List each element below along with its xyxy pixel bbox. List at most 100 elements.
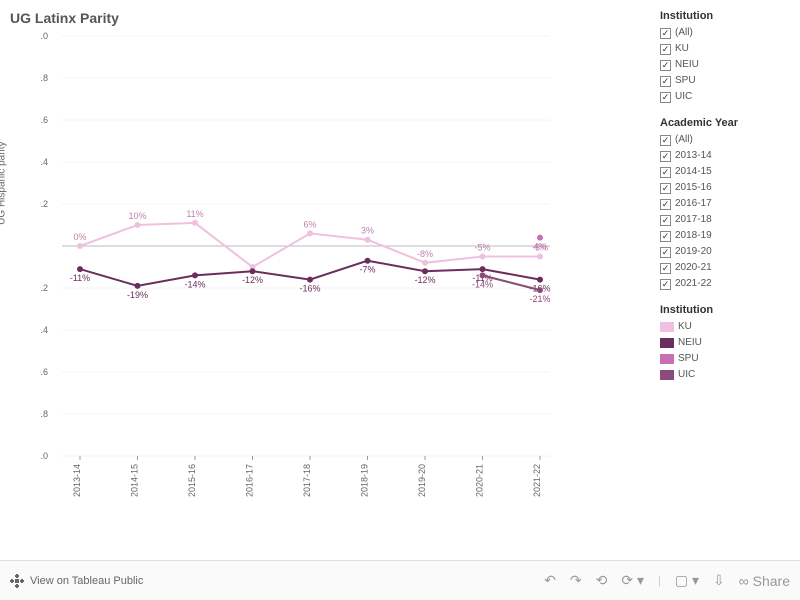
filter-item[interactable]: ✓ 2018-19: [660, 228, 795, 244]
svg-text:0.6: 0.6: [40, 115, 48, 125]
filter-item[interactable]: ✓2021-22: [660, 276, 795, 292]
legend-item[interactable]: KU: [660, 319, 795, 335]
legend-label: SPU: [678, 351, 699, 367]
data-label: -7%: [359, 265, 375, 275]
filter-label: 2018-19: [675, 228, 712, 244]
data-point[interactable]: [480, 254, 486, 260]
filter-item[interactable]: ✓ 2015-16: [660, 180, 795, 196]
data-point[interactable]: [480, 272, 486, 278]
filter-item[interactable]: ✓ 2014-15: [660, 164, 795, 180]
series-line[interactable]: [80, 223, 540, 267]
legend-item[interactable]: UIC: [660, 367, 795, 383]
separator: |: [658, 575, 661, 587]
filter-label: UIC: [675, 89, 692, 105]
checkbox-icon[interactable]: ✓: [660, 231, 671, 242]
checkbox-icon[interactable]: ✓: [660, 92, 671, 103]
checkbox-icon[interactable]: ✓: [660, 60, 671, 71]
data-point[interactable]: [537, 235, 543, 241]
svg-text:1.0: 1.0: [40, 31, 48, 41]
chart-area: UG Latinx Parity UG Hispanic parity -1.0…: [0, 0, 660, 560]
filter-item[interactable]: ✓2017-18: [660, 212, 795, 228]
legend-item[interactable]: NEIU: [660, 335, 795, 351]
revert-icon[interactable]: ⟲: [596, 572, 608, 589]
data-label: 10%: [128, 211, 146, 221]
data-point[interactable]: [135, 222, 141, 228]
data-label: -14%: [472, 279, 493, 289]
legend-swatch: [660, 338, 674, 348]
filter-item[interactable]: ✓(All): [660, 25, 795, 41]
data-point[interactable]: [135, 283, 141, 289]
filter-label: KU: [675, 41, 689, 57]
checkbox-icon[interactable]: ✓: [660, 199, 671, 210]
checkbox-icon[interactable]: ✓: [660, 215, 671, 226]
data-point[interactable]: [480, 266, 486, 272]
checkbox-icon[interactable]: ✓: [660, 151, 671, 162]
view-on-tableau[interactable]: View on Tableau Public: [10, 574, 143, 588]
filter-label: 2016-17: [675, 196, 712, 212]
filter-item[interactable]: ✓2013-14: [660, 148, 795, 164]
checkbox-icon[interactable]: ✓: [660, 279, 671, 290]
checkbox-icon[interactable]: ✓: [660, 263, 671, 274]
filter-label: 2019-20: [675, 244, 712, 260]
filter-label: 2014-15: [675, 164, 712, 180]
data-label: -5%: [474, 243, 490, 253]
checkbox-icon[interactable]: ✓: [660, 44, 671, 55]
legend-label: UIC: [678, 367, 695, 383]
checkbox-icon[interactable]: ✓: [660, 167, 671, 178]
data-point[interactable]: [422, 260, 428, 266]
svg-text:2015-16: 2015-16: [187, 464, 197, 497]
data-point[interactable]: [365, 258, 371, 264]
svg-text:-0.4: -0.4: [40, 325, 48, 335]
share-button[interactable]: ∞ Share: [739, 573, 790, 589]
data-point[interactable]: [307, 230, 313, 236]
refresh-icon[interactable]: ⟳ ▾: [621, 572, 644, 589]
filter-label: 2015-16: [675, 180, 712, 196]
filter-item[interactable]: ✓ UIC: [660, 89, 795, 105]
svg-text:2021-22: 2021-22: [532, 464, 542, 497]
filter-item[interactable]: ✓ KU: [660, 41, 795, 57]
filter-section: Academic Year✓(All)✓2013-14✓2014-15✓2015…: [660, 117, 795, 292]
data-point[interactable]: [192, 272, 198, 278]
data-point[interactable]: [77, 266, 83, 272]
data-point[interactable]: [537, 254, 543, 260]
filter-item[interactable]: ✓ 2019-20: [660, 244, 795, 260]
filter-item[interactable]: ✓ (All): [660, 132, 795, 148]
data-point[interactable]: [365, 237, 371, 243]
redo-icon[interactable]: ↷: [570, 572, 582, 589]
svg-text:0.2: 0.2: [40, 199, 48, 209]
checkbox-icon[interactable]: ✓: [660, 183, 671, 194]
svg-text:-0.8: -0.8: [40, 409, 48, 419]
present-icon[interactable]: ▢ ▾: [675, 572, 699, 589]
checkbox-icon[interactable]: ✓: [660, 247, 671, 258]
filter-item[interactable]: ✓ 2020-21: [660, 260, 795, 276]
data-point[interactable]: [422, 268, 428, 274]
data-point[interactable]: [307, 277, 313, 283]
filter-label: SPU: [675, 73, 696, 89]
data-point[interactable]: [250, 268, 256, 274]
undo-icon[interactable]: ↶: [544, 572, 556, 589]
data-label: -8%: [417, 249, 433, 259]
data-point[interactable]: [537, 287, 543, 293]
data-point[interactable]: [192, 220, 198, 226]
data-label: -12%: [414, 275, 435, 285]
filter-item[interactable]: ✓NEIU: [660, 57, 795, 73]
data-point[interactable]: [77, 243, 83, 249]
chart-title: UG Latinx Parity: [10, 10, 655, 26]
legend-swatch: [660, 354, 674, 364]
data-label: -21%: [529, 294, 550, 304]
filter-title: Institution: [660, 10, 795, 22]
data-label: 0%: [73, 232, 86, 242]
legend-item[interactable]: SPU: [660, 351, 795, 367]
filter-label: (All): [675, 132, 693, 148]
filter-label: 2020-21: [675, 260, 712, 276]
legend-swatch: [660, 322, 674, 332]
checkbox-icon[interactable]: ✓: [660, 76, 671, 87]
filter-item[interactable]: ✓ 2016-17: [660, 196, 795, 212]
checkbox-icon[interactable]: ✓: [660, 135, 671, 146]
data-point[interactable]: [537, 277, 543, 283]
svg-text:2013-14: 2013-14: [72, 464, 82, 497]
checkbox-icon[interactable]: ✓: [660, 28, 671, 39]
legend: Institution KUNEIUSPUUIC: [660, 304, 795, 383]
filter-item[interactable]: ✓ SPU: [660, 73, 795, 89]
download-icon[interactable]: ⇩: [713, 572, 725, 589]
